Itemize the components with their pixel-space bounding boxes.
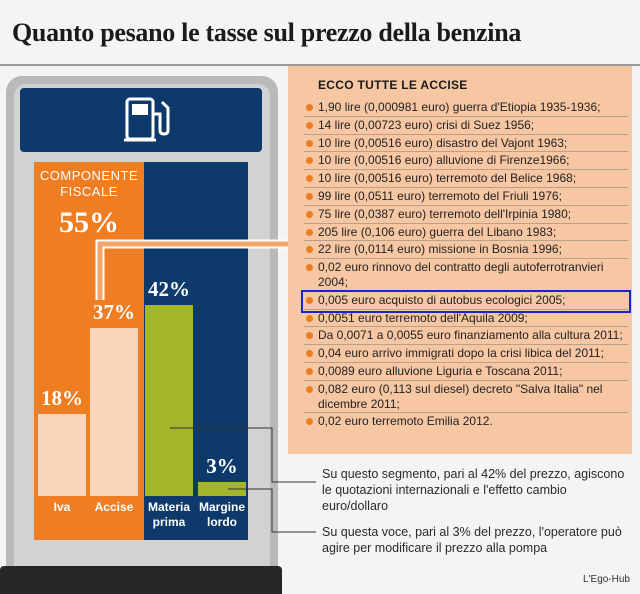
bullet-dot-icon xyxy=(306,175,313,183)
bullet-dot-icon xyxy=(306,264,313,272)
note-margine: Su questa voce, pari al 3% del prezzo, l… xyxy=(322,525,622,555)
bullet-dot-icon xyxy=(306,228,313,236)
accise-item-text: 22 lire (0,0114 euro) missione in Bosnia… xyxy=(318,242,562,257)
fiscal-total: 55% xyxy=(59,206,119,239)
bar-category-label: Margine lordo xyxy=(198,500,245,529)
bullet-dot-icon xyxy=(306,210,313,218)
bullet-dot-icon xyxy=(306,139,313,147)
accise-item: 0,0051 euro terremoto dell'Aquila 2009; xyxy=(304,311,628,328)
bar-accise xyxy=(90,327,138,496)
accise-item-text: 205 lire (0,106 euro) guerra del Libano … xyxy=(318,224,557,239)
fiscal-label-line1: COMPONENTE xyxy=(39,168,139,183)
accise-item-text: 14 lire (0,00723 euro) crisi di Suez 195… xyxy=(318,117,535,132)
accise-item: Da 0,0071 a 0,0055 euro finanziamento al… xyxy=(304,328,628,346)
bar-category-label: Accise xyxy=(94,500,134,514)
accise-title: ECCO TUTTE LE ACCISE xyxy=(318,78,468,92)
accise-item-text: 0,02 euro terremoto Emilia 2012. xyxy=(318,414,493,429)
bullet-dot-icon xyxy=(306,367,313,375)
bullet-dot-icon xyxy=(306,350,313,358)
accise-item: 10 lire (0,00516 euro) alluvione di Fire… xyxy=(304,153,628,171)
bullet-dot-icon xyxy=(306,385,313,393)
accise-item: 0,02 euro rinnovo del contratto degli au… xyxy=(304,260,628,292)
accise-item: 22 lire (0,0114 euro) missione in Bosnia… xyxy=(304,242,628,260)
accise-item: 0,02 euro terremoto Emilia 2012. xyxy=(304,414,628,430)
accise-item: 10 lire (0,00516 euro) terremoto del Bel… xyxy=(304,171,628,188)
bar-materia-prima xyxy=(145,304,193,496)
bullet-dot-icon xyxy=(306,314,313,322)
bullet-dot-icon xyxy=(306,104,313,111)
accise-item-text: 1,90 lire (0,000981 euro) guerra d'Etiop… xyxy=(318,100,601,114)
source-credit: L'Ego-Hub xyxy=(583,574,630,585)
bar-value-label: 42% xyxy=(148,276,190,301)
accise-item-text: 0,005 euro acquisto di autobus ecologici… xyxy=(318,292,566,307)
accise-item: 205 lire (0,106 euro) guerra del Libano … xyxy=(304,225,628,242)
fiscal-label-line2: FISCALE xyxy=(60,184,118,199)
pump-screen xyxy=(20,88,262,152)
accise-item-text: 0,02 euro rinnovo del contratto degli au… xyxy=(318,260,604,289)
page-title: Quanto pesano le tasse sul prezzo della … xyxy=(12,18,522,47)
accise-item-text: 10 lire (0,00516 euro) disastro del Vajo… xyxy=(318,135,568,150)
bullet-dot-icon xyxy=(306,418,313,426)
accise-item-text: 0,04 euro arrivo immigrati dopo la crisi… xyxy=(318,346,604,361)
bullet-dot-icon xyxy=(306,192,313,200)
note-materia-prima: Su questo segmento, pari al 42% del prez… xyxy=(322,467,625,513)
bullet-dot-icon xyxy=(306,332,313,340)
accise-item-text: 0,0051 euro terremoto dell'Aquila 2009; xyxy=(318,310,528,325)
accise-item: 0,04 euro arrivo immigrati dopo la crisi… xyxy=(304,346,628,363)
bar-value-label: 18% xyxy=(41,386,83,411)
accise-item: 75 lire (0,0387 euro) terremoto dell'Irp… xyxy=(304,207,628,224)
bar-category-label: Materia prima xyxy=(147,500,191,529)
fuel-pump-icon xyxy=(124,97,170,142)
accise-box xyxy=(288,66,632,454)
accise-item: 14 lire (0,00723 euro) crisi di Suez 195… xyxy=(304,118,628,135)
accise-item: 99 lire (0,0511 euro) terremoto del Friu… xyxy=(304,189,628,206)
accise-item: 10 lire (0,00516 euro) disastro del Vajo… xyxy=(304,136,628,153)
accise-item: 0,082 euro (0,113 sul diesel) decreto "S… xyxy=(304,382,628,414)
bullet-dot-icon xyxy=(306,157,313,165)
pump-base xyxy=(0,566,282,594)
bar-value-label: 37% xyxy=(93,299,135,324)
accise-item-text: 10 lire (0,00516 euro) alluvione di Fire… xyxy=(318,153,570,168)
bullet-dot-icon xyxy=(306,246,313,254)
bullet-dot-icon xyxy=(306,296,313,304)
accise-item: 0,005 euro acquisto di autobus ecologici… xyxy=(301,289,631,313)
accise-item-text: 99 lire (0,0511 euro) terremoto del Friu… xyxy=(318,188,562,203)
title-divider xyxy=(0,64,640,66)
accise-item-text: 10 lire (0,00516 euro) terremoto del Bel… xyxy=(318,171,577,186)
bullet-dot-icon xyxy=(306,121,313,129)
bar-iva xyxy=(38,414,86,496)
accise-item-text: 0,0089 euro alluvione Liguria e Toscana … xyxy=(318,363,563,378)
accise-list: 1,90 lire (0,000981 euro) guerra d'Etiop… xyxy=(301,100,631,431)
accise-item: 0,0089 euro alluvione Liguria e Toscana … xyxy=(304,364,628,381)
accise-item: 1,90 lire (0,000981 euro) guerra d'Etiop… xyxy=(304,100,628,117)
bar-margine-lordo xyxy=(198,482,246,496)
accise-item-text: Da 0,0071 a 0,0055 euro finanziamento al… xyxy=(318,328,623,343)
bar-value-label: 3% xyxy=(206,454,238,479)
bar-category-label: Iva xyxy=(53,500,71,514)
accise-item-text: 0,082 euro (0,113 sul diesel) decreto "S… xyxy=(318,381,603,411)
accise-item-text: 75 lire (0,0387 euro) terremoto dell'Irp… xyxy=(318,206,572,221)
